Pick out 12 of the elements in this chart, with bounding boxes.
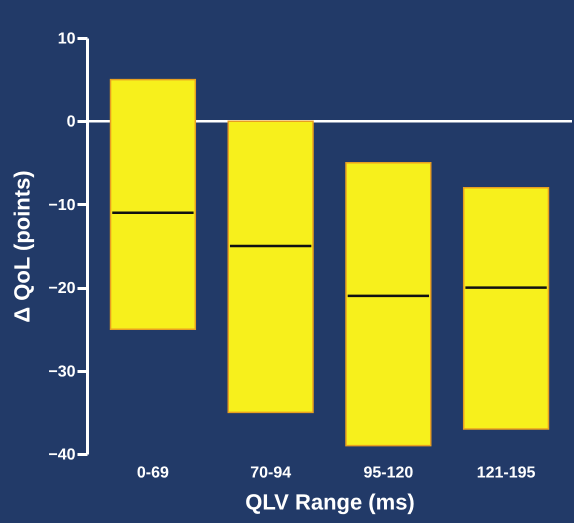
x-tick-label: 121-195 bbox=[476, 464, 536, 482]
y-tick-label: 10 bbox=[58, 30, 76, 48]
y-tick-label: −40 bbox=[48, 446, 76, 464]
x-tick-label: 95-120 bbox=[363, 464, 414, 482]
y-tick-label: 0 bbox=[66, 114, 76, 131]
x-tick-label: 0-69 bbox=[136, 464, 170, 482]
y-tick-label: −10 bbox=[48, 196, 76, 214]
y-tick-label: −20 bbox=[48, 280, 76, 298]
x-axis-title: QLV Range (ms) bbox=[245, 490, 415, 514]
x-tick-label: 70-94 bbox=[250, 464, 292, 482]
y-tick-label: −30 bbox=[48, 363, 76, 380]
y-axis-title: Δ QoL (points) bbox=[9, 170, 34, 323]
